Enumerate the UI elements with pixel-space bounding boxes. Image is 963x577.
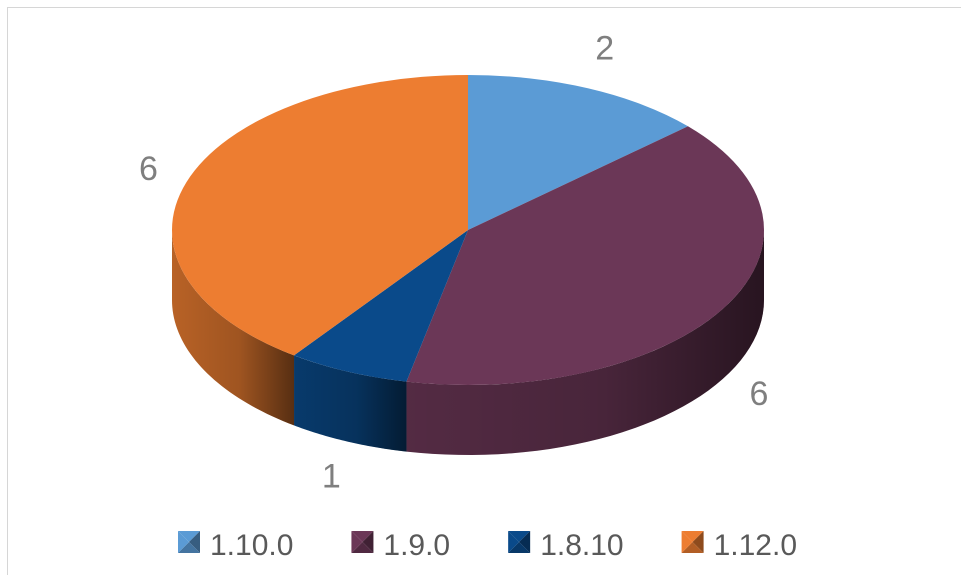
- legend-swatch-shade-right: [362, 531, 374, 553]
- legend-swatch-shade-left: [508, 531, 520, 553]
- legend-label-1-9-0: 1.9.0: [383, 529, 450, 562]
- pie-side-shade-1-12-0: [172, 230, 295, 426]
- legend-item-1-10-0: 1.10.0: [178, 529, 293, 562]
- legend-label-1-10-0: 1.10.0: [210, 529, 293, 562]
- pie-slice-1-12-0: [171, 75, 469, 356]
- legend-swatch-shade-right: [189, 531, 200, 553]
- legend-item-1-8-10: 1.8.10: [508, 529, 624, 562]
- pie-side-shade-1-9-0: [406, 230, 764, 455]
- legend-swatch-1-10-0: [178, 531, 200, 542]
- pie-sides: [172, 230, 764, 455]
- legend: 1.10.0 1.9.0 1.8.10 1.12.0: [178, 529, 797, 562]
- legend-swatch-1-8-10: [508, 531, 531, 542]
- legend-swatch-shade-left: [681, 531, 693, 553]
- legend-swatch-shade-right: [692, 531, 704, 553]
- pie-tops: [171, 75, 765, 385]
- pie-slice-1-9-0: [406, 126, 765, 385]
- data-label-1-8-10: 1: [322, 458, 341, 496]
- data-label-1-10-0: 2: [595, 29, 614, 67]
- legend-swatch-shade-bottom: [681, 542, 704, 553]
- data-label-1-12-0: 6: [139, 150, 158, 188]
- data-label-1-9-0: 6: [750, 375, 769, 413]
- legend-swatch-shade-left: [351, 531, 363, 553]
- pie-slice-1-10-0: [468, 75, 688, 230]
- legend-swatch-1-9-0: [351, 531, 374, 542]
- pie-side-shade-1-8-10: [294, 355, 407, 452]
- legend-swatch-shade-left: [178, 531, 189, 553]
- legend-label-1-8-10: 1.8.10: [540, 529, 623, 562]
- legend-swatch-shade-bottom: [351, 542, 374, 553]
- legend-swatch-shade-right: [519, 531, 531, 553]
- data-labels: 2 6 1 6: [139, 29, 769, 495]
- legend-swatch-shade-bottom: [508, 542, 531, 553]
- pie-slice-1-8-10: [294, 230, 468, 382]
- legend-item-1-9-0: 1.9.0: [351, 529, 450, 562]
- legend-label-1-12-0: 1.12.0: [714, 529, 797, 562]
- legend-swatch-1-12-0: [681, 531, 704, 542]
- legend-swatch-shade-bottom: [178, 542, 200, 553]
- legend-item-1-12-0: 1.12.0: [681, 529, 797, 562]
